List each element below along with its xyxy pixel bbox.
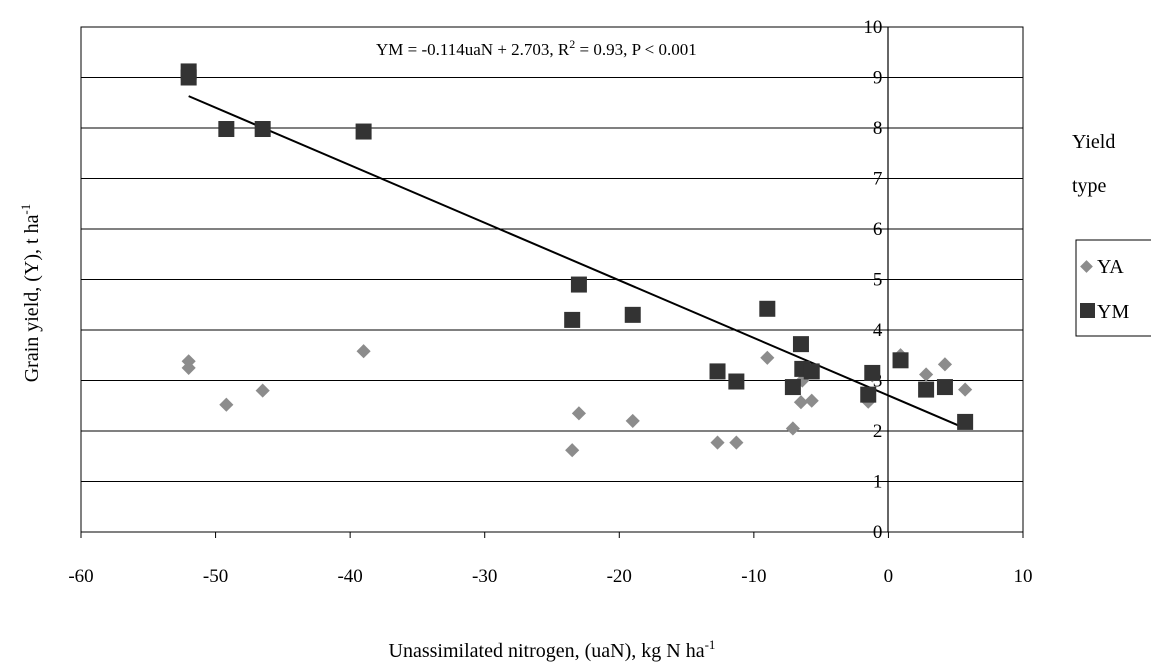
- gridlines: [81, 26, 1023, 533]
- y-tick-label-6: 6: [873, 219, 883, 240]
- point-ym-3: [254, 121, 271, 138]
- point-ya-11: [785, 421, 800, 436]
- legend-box: [1075, 239, 1151, 337]
- point-ym-8: [709, 363, 726, 380]
- point-ym-2: [218, 121, 235, 138]
- point-ym-7: [624, 306, 641, 323]
- y-axis-label-superscript: -1: [18, 204, 33, 215]
- point-ym-17: [892, 352, 909, 369]
- y-tick-label-2: 2: [873, 421, 883, 442]
- point-ym-1: [180, 69, 197, 86]
- point-ya-10: [760, 350, 775, 365]
- point-ym-6: [570, 276, 587, 293]
- point-ym-19: [936, 379, 953, 396]
- y-tick-label-8: 8: [873, 118, 883, 139]
- annotation-text-1: YM = -0.114uaN + 2.703, R: [376, 40, 570, 59]
- legend-label-ya: YA: [1097, 256, 1124, 278]
- point-ya-4: [356, 344, 371, 359]
- x-tick-label--60: -60: [68, 566, 93, 587]
- annotation-superscript: 2: [569, 37, 575, 51]
- x-axis-ticks: -60 -50 -40 -30 -20 -10 0 10: [68, 532, 1033, 587]
- x-tick-label--10: -10: [741, 566, 766, 587]
- y-tick-label-4: 4: [873, 320, 883, 341]
- y-axis-label: Grain yield, (Y), t ha-1: [18, 204, 43, 383]
- x-tick-label--30: -30: [472, 566, 497, 587]
- y-tick-label-9: 9: [873, 68, 883, 89]
- point-ym-4: [355, 123, 372, 140]
- y-tick-label-7: 7: [873, 169, 883, 190]
- point-ym-5: [564, 311, 581, 328]
- point-ym-10: [759, 300, 776, 317]
- point-ya-6: [571, 406, 586, 421]
- trendline: [188, 95, 966, 430]
- point-ya-19: [937, 357, 953, 372]
- x-tick-label--50: -50: [203, 566, 228, 587]
- y-tick-label-3: 3: [873, 371, 883, 392]
- data-points: [180, 63, 974, 458]
- point-ym-14: [803, 363, 820, 380]
- point-ya-8: [710, 435, 725, 450]
- point-ya-2: [219, 397, 234, 412]
- point-ym-9: [728, 373, 745, 390]
- point-ym-12: [792, 336, 809, 353]
- legend-label-ym: YM: [1097, 301, 1129, 323]
- point-ya-1: [181, 360, 196, 375]
- point-ym-11: [784, 379, 801, 396]
- y-tick-label-0: 0: [873, 522, 883, 543]
- point-ya-12: [793, 395, 809, 410]
- point-ym-18: [918, 381, 935, 398]
- x-tick-label-10: 10: [1014, 566, 1033, 587]
- x-axis-label: Unassimilated nitrogen, (uaN), kg N ha-1: [389, 637, 716, 662]
- point-ym-20: [957, 413, 974, 430]
- y-axis-label-text: Grain yield, (Y), t ha: [21, 214, 43, 382]
- y-tick-label-5: 5: [873, 270, 883, 291]
- point-ya-14: [804, 393, 819, 408]
- legend-title-line1: Yield: [1072, 131, 1115, 153]
- annotation-text-2: = 0.93, P < 0.001: [575, 40, 697, 59]
- point-ya-7: [625, 413, 640, 428]
- y-tick-label-1: 1: [873, 472, 883, 493]
- x-tick-label-0: 0: [884, 566, 894, 587]
- x-axis-label-superscript: -1: [705, 637, 716, 652]
- x-tick-label--40: -40: [337, 566, 362, 587]
- y-axis-ticks: 0 1 2 3 4 5 6 7 8 9 10: [863, 17, 889, 543]
- x-tick-label--20: -20: [607, 566, 632, 587]
- point-ym-16: [864, 364, 881, 381]
- legend-title-line2: type: [1072, 175, 1107, 197]
- trendline-group: [188, 95, 966, 430]
- point-ya-20: [958, 382, 973, 397]
- y-tick-label-10: 10: [863, 17, 882, 38]
- point-ya-5: [565, 443, 580, 458]
- point-ym-15: [860, 386, 877, 403]
- point-ya-9: [729, 435, 744, 450]
- point-ya-18: [919, 367, 934, 382]
- point-ya-3: [255, 383, 270, 398]
- regression-annotation: YM = -0.114uaN + 2.703, R2 = 0.93, P < 0…: [376, 37, 697, 59]
- legend-marker-ym: [1080, 303, 1095, 318]
- x-axis-label-text: Unassimilated nitrogen, (uaN), kg N ha: [389, 640, 705, 662]
